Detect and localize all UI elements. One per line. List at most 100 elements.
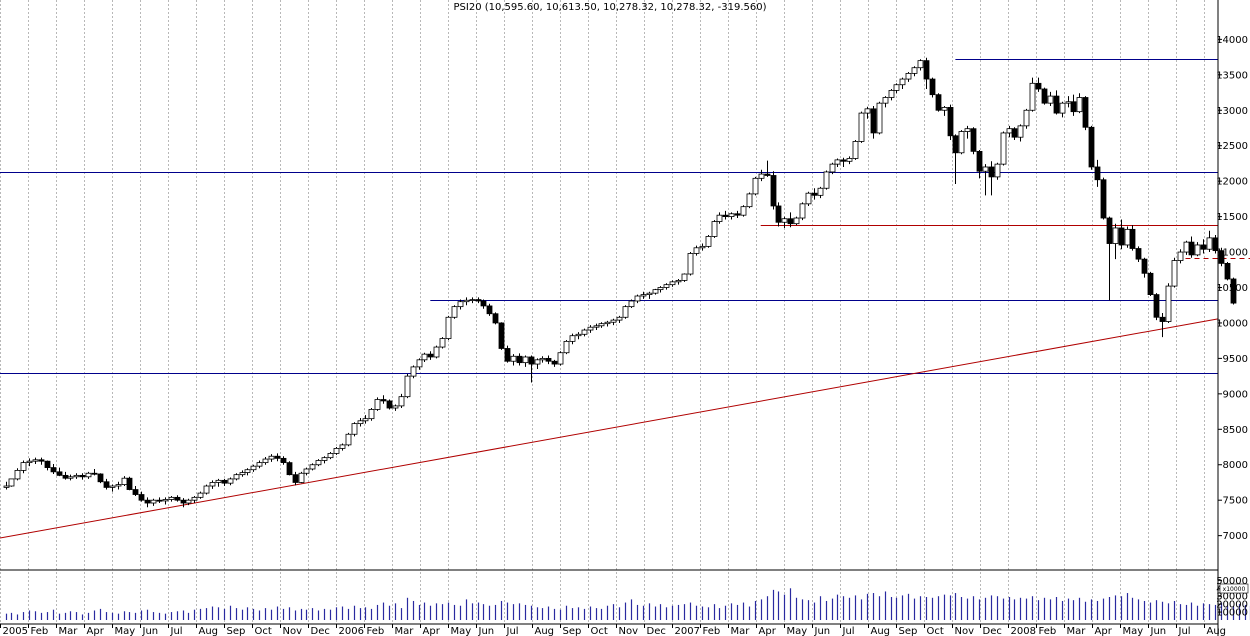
candle	[445, 315, 452, 340]
candle	[805, 191, 812, 206]
candle-body	[280, 457, 287, 464]
candle-body	[834, 159, 841, 165]
candle	[1047, 91, 1054, 107]
candle-body	[132, 489, 139, 495]
candle-body	[357, 420, 364, 425]
candle	[162, 497, 169, 505]
candle-body	[829, 163, 836, 173]
candle-body	[675, 280, 682, 283]
candle-body	[569, 335, 576, 342]
volume-unit-label: x10000	[1219, 583, 1249, 594]
candle	[132, 486, 139, 496]
candle	[174, 495, 181, 502]
candle-body	[162, 499, 169, 502]
candle-body	[3, 485, 10, 488]
candle-body	[239, 472, 246, 476]
candle	[1135, 246, 1142, 262]
candle-body	[327, 452, 334, 459]
candle	[958, 130, 965, 155]
candle	[551, 359, 558, 367]
candle	[398, 393, 405, 409]
candle-body	[575, 333, 582, 337]
candle	[834, 158, 841, 167]
candle-body	[628, 300, 635, 308]
candle	[1088, 125, 1095, 170]
candle	[587, 325, 594, 333]
candle-body	[427, 353, 434, 358]
x-tick-label: Jul	[170, 626, 183, 636]
candle-body	[1200, 244, 1207, 250]
candle-body	[1129, 228, 1136, 249]
x-tick-label: May	[115, 626, 136, 636]
x-tick-label: Feb	[31, 626, 49, 636]
candle	[893, 83, 900, 94]
candle-body	[557, 352, 564, 365]
y-tick-label: 7500	[1223, 496, 1248, 507]
candle-body	[935, 94, 942, 111]
y-tick-label: 10500	[1216, 283, 1248, 294]
candle	[44, 460, 51, 471]
candle	[640, 291, 647, 299]
x-tick-label: Jul	[842, 626, 855, 636]
candle-body	[593, 325, 600, 328]
candle	[652, 288, 659, 295]
x-tick-label: Feb	[1039, 626, 1057, 636]
candle	[20, 460, 27, 474]
candle-body	[1147, 272, 1154, 295]
candle-body	[268, 455, 275, 460]
candle-body	[1000, 132, 1007, 165]
candle-body	[144, 499, 151, 504]
candle-body	[610, 319, 617, 323]
candle-body	[657, 287, 664, 291]
candle-body	[398, 396, 405, 407]
x-tick-label: Nov	[283, 626, 303, 636]
candle-body	[604, 321, 611, 325]
candle-body	[215, 479, 222, 483]
candle-body	[1065, 101, 1072, 104]
candle-body	[380, 399, 387, 402]
candle	[947, 104, 954, 141]
candle	[994, 162, 1001, 180]
candle-body	[952, 135, 959, 154]
candle	[734, 210, 741, 219]
candle	[941, 106, 948, 116]
candle	[150, 498, 157, 506]
y-tick-label: 8000	[1223, 460, 1248, 471]
candle-body	[374, 399, 381, 410]
x-tick-label: Mar	[395, 626, 415, 636]
candle	[740, 205, 747, 217]
candle	[351, 422, 358, 437]
candle	[976, 149, 983, 179]
candle	[298, 471, 305, 484]
candle	[852, 140, 859, 160]
candle	[416, 358, 423, 370]
candle	[923, 57, 930, 89]
candle	[1206, 230, 1213, 253]
x-tick-label: Sep	[563, 626, 582, 636]
candle-body	[1106, 217, 1113, 244]
candle-body	[1124, 228, 1131, 246]
candle-body	[805, 192, 812, 205]
candle	[321, 456, 328, 464]
x-tick-label: Jul	[1178, 626, 1191, 636]
y-tick-label: 9000	[1223, 389, 1248, 400]
candle-body	[67, 476, 74, 479]
candle	[646, 291, 653, 299]
candle-body	[699, 245, 706, 249]
x-tick-label: Mar	[731, 626, 751, 636]
candle-body	[947, 107, 954, 137]
candle	[475, 297, 482, 304]
candle-body	[663, 284, 670, 288]
candle	[1094, 159, 1101, 187]
candle	[339, 443, 346, 451]
x-tick-label: Apr	[759, 626, 777, 636]
candle-body	[982, 166, 989, 172]
candle	[681, 273, 688, 282]
candle	[1124, 226, 1131, 248]
candle-body	[787, 218, 794, 225]
candle-body	[298, 472, 305, 483]
candle	[864, 106, 871, 119]
candle-body	[126, 477, 133, 490]
candle-body	[793, 217, 800, 225]
candle	[427, 351, 434, 360]
